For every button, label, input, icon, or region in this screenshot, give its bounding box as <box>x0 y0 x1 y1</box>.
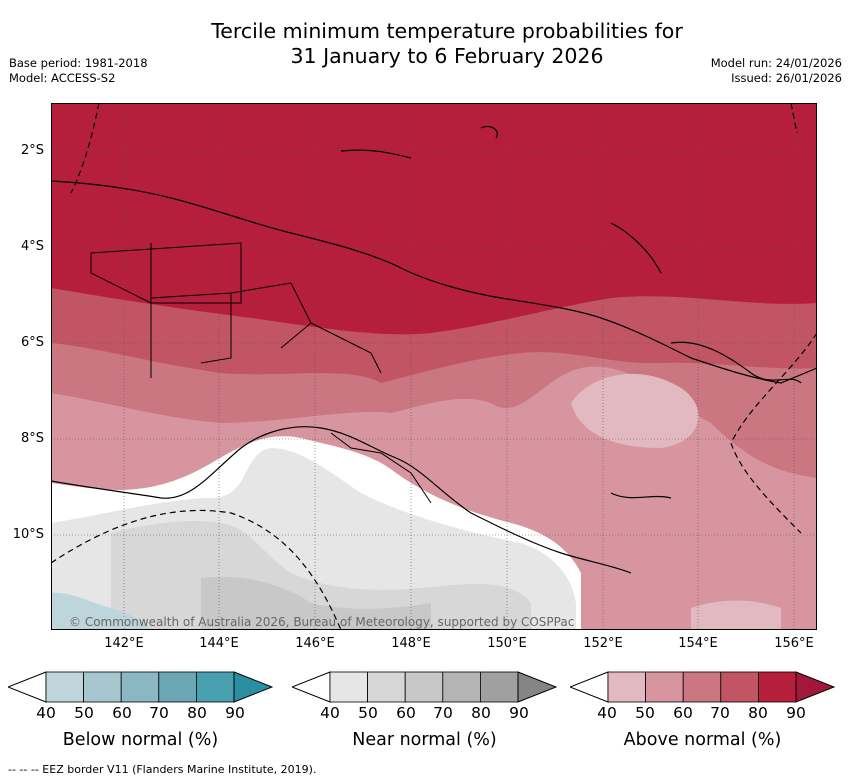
probability-map <box>51 103 817 630</box>
shade-above-40-east <box>571 373 699 448</box>
colorbar-near-low-extend <box>292 671 331 703</box>
colorbar-near <box>292 671 557 703</box>
shade-below-40 <box>51 592 151 630</box>
lat-label-4s: 4°S <box>20 239 44 254</box>
lat-label-10s: 10°S <box>12 527 44 542</box>
lon-label-146e: 146°E <box>295 636 335 651</box>
shade-above-light-bottom-right <box>691 600 781 630</box>
tick-label: 60 <box>396 704 416 722</box>
tick-label: 90 <box>786 704 806 722</box>
colorbar-above-low-extend <box>570 671 609 703</box>
tick-label: 40 <box>36 704 56 722</box>
colorbar-below-title: Below normal (%) <box>62 730 219 750</box>
colorbar-below-box-1 <box>45 671 84 703</box>
tick-label: 90 <box>509 704 529 722</box>
issued-text: Issued: 26/01/2026 <box>731 71 842 85</box>
colorbar-above-box-3 <box>682 671 722 703</box>
tick-label: 70 <box>710 704 730 722</box>
tick-label: 50 <box>635 704 655 722</box>
tick-label: 80 <box>187 704 207 722</box>
colorbar-near-box-5 <box>479 671 519 703</box>
colorbar-below-low-extend <box>8 671 47 703</box>
base-period-text: Base period: 1981-2018 <box>9 56 148 70</box>
lon-label-154e: 154°E <box>678 636 718 651</box>
lon-label-148e: 148°E <box>391 636 431 651</box>
province-borders <box>51 183 432 504</box>
colorbar-below-box-5 <box>195 671 235 703</box>
copyright-text: © Commonwealth of Australia 2026, Bureau… <box>69 615 575 629</box>
tick-label: 60 <box>112 704 132 722</box>
tick-label: 50 <box>74 704 94 722</box>
map-frame <box>51 103 817 630</box>
map-title: Tercile minimum temperature probabilitie… <box>0 19 850 69</box>
lat-label-8s: 8°S <box>20 431 44 446</box>
meta-right: Model run: 24/01/2026 Issued: 26/01/2026 <box>711 56 842 86</box>
tick-label: 80 <box>748 704 768 722</box>
eez-border <box>51 103 817 630</box>
colorbar-near-box-2 <box>367 671 406 703</box>
colorbar-near-box-4 <box>442 671 481 703</box>
colorbar-below-box-2 <box>83 671 122 703</box>
colorbar-above-box-4 <box>720 671 759 703</box>
tick-label: 70 <box>433 704 453 722</box>
tick-label: 50 <box>358 704 378 722</box>
colorbar-above <box>570 671 835 703</box>
coastlines <box>51 125 817 574</box>
lon-label-142e: 142°E <box>104 636 144 651</box>
tick-label: 80 <box>471 704 491 722</box>
lon-label-152e: 152°E <box>583 636 623 651</box>
lon-label-150e: 150°E <box>487 636 527 651</box>
colorbar-near-title: Near normal (%) <box>352 730 497 750</box>
colorbar-below <box>8 671 273 703</box>
colorbar-near-box-1 <box>329 671 368 703</box>
tick-label: 40 <box>597 704 617 722</box>
graticule <box>51 103 817 630</box>
colorbar-above-box-5 <box>757 671 797 703</box>
colorbar-above-high-extend <box>795 671 835 703</box>
lon-label-156e: 156°E <box>774 636 814 651</box>
colorbar-above-box-2 <box>645 671 684 703</box>
title-line-1: Tercile minimum temperature probabilitie… <box>211 19 683 43</box>
colorbar-below-high-extend <box>233 671 273 703</box>
lon-label-144e: 144°E <box>199 636 239 651</box>
tick-label: 40 <box>320 704 340 722</box>
meta-left: Base period: 1981-2018 Model: ACCESS-S2 <box>9 56 148 86</box>
tick-label: 70 <box>149 704 169 722</box>
model-run-text: Model run: 24/01/2026 <box>710 56 842 70</box>
lat-label-6s: 6°S <box>20 335 44 350</box>
map-canvas <box>51 103 817 630</box>
model-text: Model: ACCESS-S2 <box>9 71 116 85</box>
colorbar-above-box-1 <box>607 671 646 703</box>
tick-label: 60 <box>673 704 693 722</box>
colorbar-near-high-extend <box>517 671 557 703</box>
shade-near-60 <box>201 576 431 630</box>
eez-footnote: -- -- -- EEZ border V11 (Flanders Marine… <box>8 763 317 776</box>
tick-label: 90 <box>225 704 245 722</box>
title-line-2: 31 January to 6 February 2026 <box>290 44 604 68</box>
colorbar-below-box-3 <box>120 671 160 703</box>
colorbar-below-box-4 <box>158 671 197 703</box>
colorbar-above-title: Above normal (%) <box>623 730 782 750</box>
colorbar-near-box-3 <box>404 671 444 703</box>
lat-label-2s: 2°S <box>20 143 44 158</box>
